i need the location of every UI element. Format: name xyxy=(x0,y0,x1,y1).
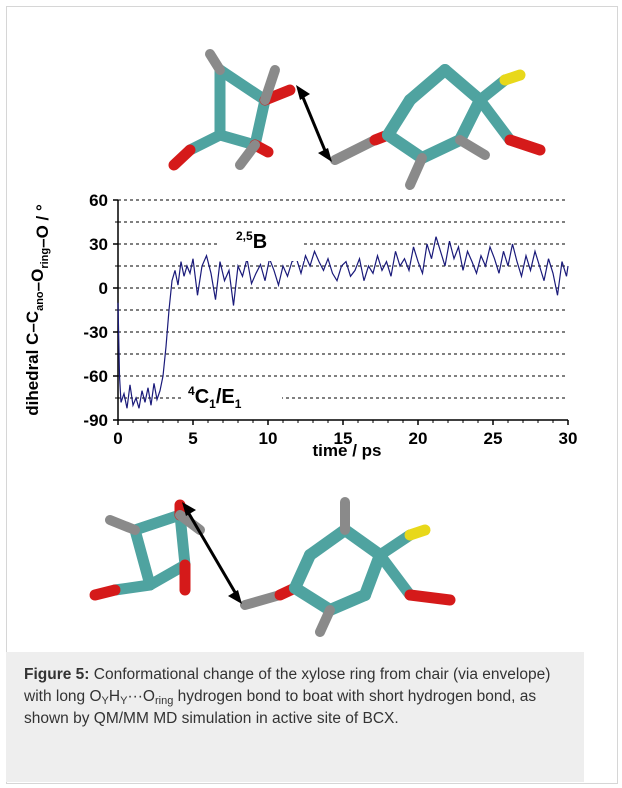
chart-ticks: 60 30 0 -30 -60 -90 0 5 10 15 20 25 30 xyxy=(83,191,577,448)
y-tick-label: -90 xyxy=(83,411,108,430)
annotation-bg-upper xyxy=(218,225,304,261)
chart-series xyxy=(117,236,569,409)
caption-label: Figure 5: xyxy=(24,666,90,683)
figure-caption: Figure 5: Conformational change of the x… xyxy=(6,652,584,782)
chart-annotations: 2,5B 4C1/E1 xyxy=(182,225,304,414)
molecule-bottom-image xyxy=(89,497,456,637)
annotation-upper: 2,5B xyxy=(236,229,267,253)
caption-sub-2: Y xyxy=(120,695,128,707)
y-tick-label: 0 xyxy=(99,279,108,298)
x-tick-label: 0 xyxy=(113,429,122,448)
x-tick-label: 25 xyxy=(484,429,503,448)
caption-text-3: ···O xyxy=(127,688,155,705)
x-tick-label: 30 xyxy=(559,429,578,448)
y-tick-label: 60 xyxy=(89,191,108,210)
y-tick-label: -30 xyxy=(83,323,108,342)
y-axis-label: dihedral C–Cano–Oring–O / ° xyxy=(23,204,52,416)
dihedral-time-chart: 60 30 0 -30 -60 -90 0 5 10 15 20 25 30 2,5B 4C1/E1 ti… xyxy=(23,191,577,460)
chart-axis-labels: time / ps dihedral C–Cano–Oring–O / ° xyxy=(23,204,381,460)
caption-text-4: hydrogen bond to boat with short hydroge… xyxy=(24,688,537,727)
caption-text-1: Conformational change of the xylose ring… xyxy=(24,666,551,705)
annotation-bg-lower xyxy=(182,380,282,414)
caption-text-2: H xyxy=(108,688,121,705)
x-tick-label: 5 xyxy=(188,429,197,448)
annotation-lower: 4C1/E1 xyxy=(188,384,242,411)
x-axis-label: time / ps xyxy=(313,441,382,460)
series-line xyxy=(117,236,569,409)
caption-sub-1: Y xyxy=(101,695,109,707)
x-tick-label: 10 xyxy=(259,429,278,448)
y-tick-label: -60 xyxy=(83,367,108,386)
caption-sub-3: ring xyxy=(154,695,174,707)
x-tick-label: 20 xyxy=(409,429,428,448)
molecule-top-image xyxy=(168,49,546,190)
y-tick-label: 30 xyxy=(89,235,108,254)
x-tick-label: 15 xyxy=(334,429,353,448)
